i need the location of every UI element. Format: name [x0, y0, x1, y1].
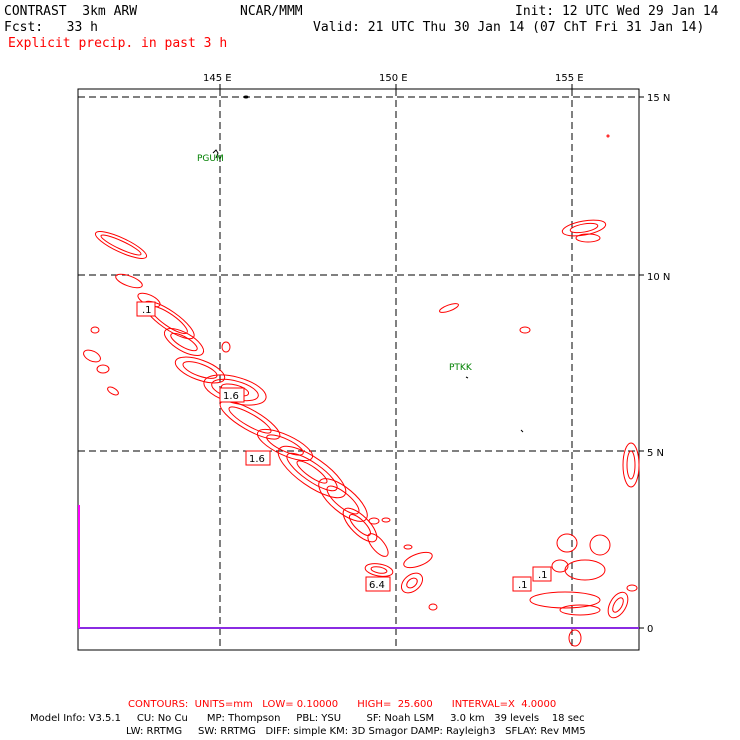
model-info-line2: LW: RRTMG SW: RRTMG DIFF: simple KM: 3D …	[126, 726, 586, 737]
contour-label-1: .1	[142, 305, 152, 316]
valid-time: Valid: 21 UTC Thu 30 Jan 14 (07 ChT Fri …	[313, 20, 704, 35]
station-pgum: PGUM	[197, 154, 224, 164]
lon-label-155: 155 E	[555, 73, 584, 84]
island-mark-3	[465, 376, 469, 379]
contour-label-3: 1.6	[249, 454, 265, 465]
station-ptkk: PTKK	[449, 363, 473, 373]
precip-contours	[83, 134, 640, 647]
island-mark-2	[520, 429, 524, 433]
lat-label-10n: 10 N	[647, 272, 670, 283]
contour-label-box-2	[219, 387, 245, 403]
southeast-contours	[529, 533, 638, 647]
island-mark	[243, 95, 249, 99]
field-title: Explicit precip. in past 3 h	[8, 36, 227, 51]
lat-lon-grid	[78, 89, 639, 650]
coastlines	[212, 95, 524, 433]
lon-label-150: 150 E	[379, 73, 408, 84]
lat-label-5n: 5 N	[647, 448, 664, 459]
lat-label-15n: 15 N	[647, 93, 670, 104]
contour-label-6: .1	[538, 570, 548, 581]
forecast-hour: Fcst: 33 h	[4, 20, 98, 35]
contour-label-box-5	[512, 576, 532, 592]
rainband-contours	[83, 231, 438, 611]
contours-info: CONTOURS: UNITS=mm LOW= 0.10000 HIGH= 25…	[128, 699, 556, 710]
contour-label-box-3	[245, 450, 271, 466]
guam-coastline	[212, 149, 219, 159]
contour-label-box-1	[136, 301, 156, 317]
map-frame	[77, 88, 640, 651]
contour-label-box-6	[532, 566, 552, 582]
init-time: Init: 12 UTC Wed 29 Jan 14	[515, 4, 719, 19]
contour-label-4: 6.4	[369, 580, 385, 591]
contour-label-5: .1	[518, 580, 528, 591]
contour-label-box-4	[365, 576, 391, 592]
lon-label-145: 145 E	[203, 73, 232, 84]
northeast-contours	[439, 134, 640, 488]
axis-ticks	[219, 84, 644, 629]
model-title: CONTRAST 3km ARW	[4, 4, 137, 19]
contour-label-2: 1.6	[223, 391, 239, 402]
model-info-line1: Model Info: V3.5.1 CU: No Cu MP: Thompso…	[30, 713, 585, 724]
contour-labels: .1 1.6 1.6 6.4 .1 .1	[136, 301, 552, 592]
org-label: NCAR/MMM	[240, 4, 303, 19]
lat-label-0: 0	[647, 624, 653, 635]
